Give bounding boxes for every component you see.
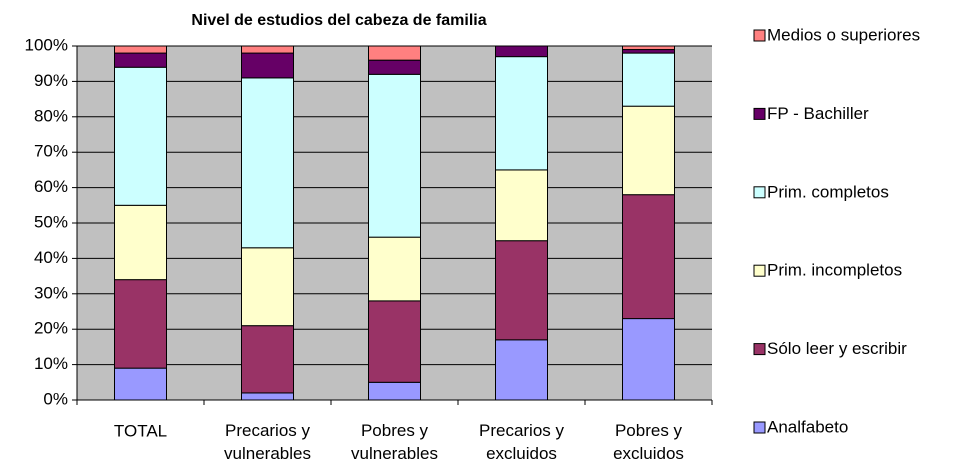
y-tick-label: 10% xyxy=(34,354,68,373)
bar-segment xyxy=(114,45,167,54)
x-tick-label: Pobres y excluidos xyxy=(613,421,684,463)
bar-segment xyxy=(495,45,548,58)
y-tick-label: 80% xyxy=(34,106,68,125)
bar-segment xyxy=(622,105,675,196)
x-tick-label: Precarios y excluidos xyxy=(479,421,565,463)
legend-swatch xyxy=(753,264,766,277)
bar-segment xyxy=(241,247,294,327)
chart-title: Nivel de estudios del cabeza de familia xyxy=(191,12,486,29)
bar-segment xyxy=(241,325,294,394)
y-tick-label: 0% xyxy=(43,389,68,408)
bar-segment xyxy=(622,45,675,51)
bar-segment xyxy=(368,236,421,302)
y-tick-label: 90% xyxy=(34,71,68,90)
y-tick-label: 70% xyxy=(34,142,68,161)
legend-swatch xyxy=(753,107,766,120)
legend-swatch xyxy=(753,421,766,434)
y-tick-label: 30% xyxy=(34,283,68,302)
y-tick-label: 50% xyxy=(34,212,68,231)
legend-swatch xyxy=(753,343,766,356)
x-tick-label: Precarios y vulnerables xyxy=(224,421,311,463)
bar-segment xyxy=(368,59,421,75)
legend-label: FP - Bachiller xyxy=(767,104,869,123)
bar-segment xyxy=(368,73,421,238)
x-tick-label: TOTAL xyxy=(114,421,167,440)
bar-segment xyxy=(368,300,421,383)
bar-segment xyxy=(622,52,675,107)
bar-segment xyxy=(241,392,294,401)
y-tick-label: 40% xyxy=(34,248,68,267)
bar-segment xyxy=(114,279,167,369)
bar-segment xyxy=(241,45,294,54)
legend-label: Prim. completos xyxy=(767,182,889,201)
bar-segment xyxy=(495,240,548,341)
y-tick-label: 20% xyxy=(34,319,68,338)
legend-swatch xyxy=(753,29,766,42)
bar-segment xyxy=(495,56,548,171)
bar-segment xyxy=(622,194,675,320)
legend-label: Analfabeto xyxy=(767,417,848,436)
legend-label: Sólo leer y escribir xyxy=(767,339,907,358)
legend-label: Medios o superiores xyxy=(767,25,920,44)
y-tick-label: 100% xyxy=(25,35,68,54)
bar-segment xyxy=(241,77,294,249)
y-tick-label: 60% xyxy=(34,177,68,196)
bar-segment xyxy=(114,52,167,68)
bar-segment xyxy=(622,49,675,54)
bar-segment xyxy=(495,169,548,242)
legend-label: Prim. incompletos xyxy=(767,261,902,280)
x-tick-label: Pobres y vulnerables xyxy=(351,421,438,463)
bar-segment xyxy=(622,318,675,401)
bar-segment xyxy=(114,66,167,206)
bar-segment xyxy=(241,52,294,79)
legend-swatch xyxy=(753,186,766,199)
bar-segment xyxy=(114,367,167,401)
bar-segment xyxy=(368,381,421,401)
bar-segment xyxy=(114,204,167,281)
bar-segment xyxy=(495,339,548,401)
bar-segment xyxy=(368,45,421,61)
